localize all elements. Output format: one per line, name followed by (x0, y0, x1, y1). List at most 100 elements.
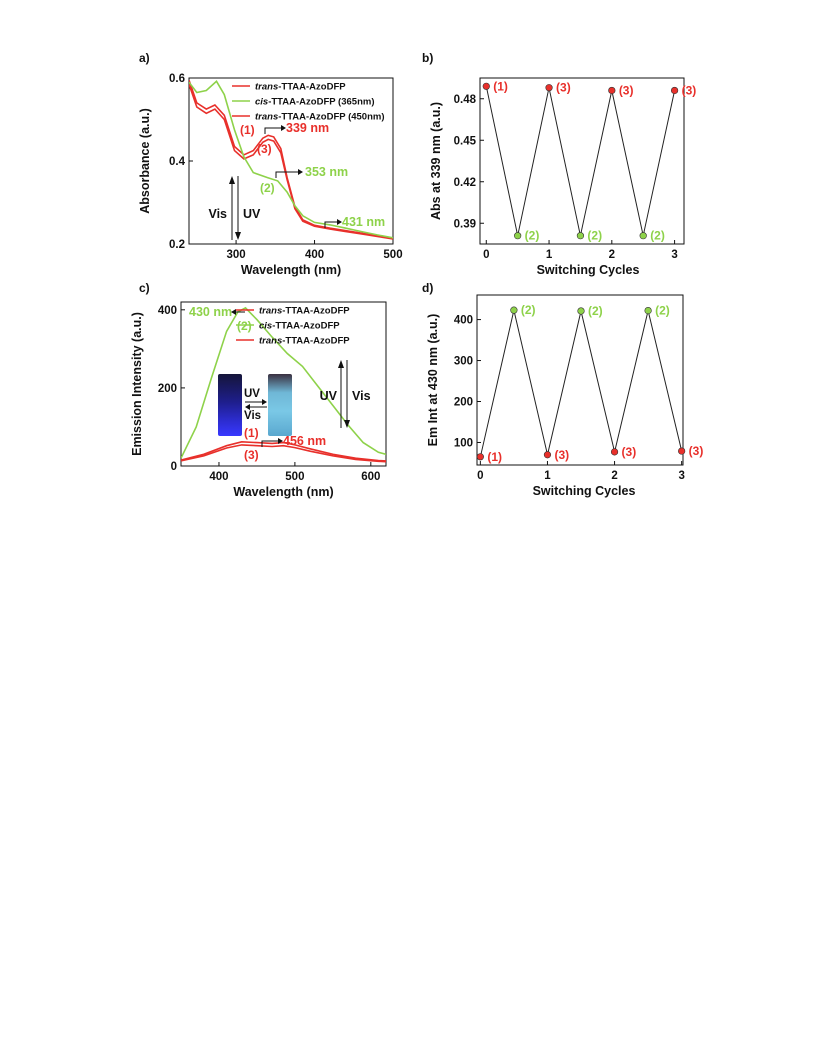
x-axis-label: Switching Cycles (537, 263, 640, 277)
annotation-label: 353 nm (305, 165, 348, 179)
point-label: (3) (622, 445, 637, 459)
y-tick-label: 300 (454, 356, 473, 368)
x-tick-label: 500 (383, 249, 402, 261)
annotation-label: (2) (260, 181, 275, 195)
point-label: (2) (588, 304, 603, 318)
vial-photo-trans (218, 374, 242, 436)
annotation-label: 431 nm (342, 215, 385, 229)
panel-c: c) 400 500 600 0 200 400 Wavelength (nm) Emissio… (130, 281, 387, 499)
y-tick-label: 0.6 (169, 73, 185, 85)
data-point (510, 306, 518, 314)
y-axis-label: Em Int at 430 nm (a.u.) (426, 314, 440, 447)
series-line-1 (189, 79, 393, 239)
data-point (639, 232, 647, 240)
annotation-label: 430 nm (189, 305, 232, 319)
annotation-label: UV (244, 388, 260, 400)
y-tick-label: 400 (158, 305, 177, 317)
arrow-head (262, 399, 267, 405)
data-point (610, 448, 619, 456)
series-line-2 (189, 83, 393, 240)
data-point (543, 451, 552, 459)
annotation-label: 339 nm (286, 121, 329, 135)
point-label: (2) (521, 303, 536, 317)
y-tick-label: 0.2 (169, 239, 185, 251)
peak-marker (261, 440, 278, 447)
data-point (678, 447, 686, 455)
series-line-3 (181, 444, 386, 463)
series-line-2 (181, 440, 386, 462)
point-label: (2) (587, 229, 602, 243)
x-tick-label: 3 (678, 470, 684, 482)
arrow-head (231, 309, 236, 315)
vial-photo-cis (268, 374, 292, 436)
x-tick-label: 3 (671, 249, 677, 261)
x-axis-label: Switching Cycles (533, 484, 636, 498)
y-tick-label: 0.4 (169, 156, 186, 168)
panel-b: b) 0 1 2 3 0.39 0.42 0.45 0.48 Switching Cycles Ab… (422, 51, 696, 277)
x-tick-label: 0 (483, 249, 489, 261)
y-tick-label: 0.42 (454, 177, 476, 189)
peak-marker (264, 127, 281, 134)
y-tick-label: 400 (454, 315, 473, 327)
peak-marker (275, 171, 298, 178)
x-tick-label: 600 (361, 471, 380, 483)
arrow-head (281, 125, 286, 131)
data-point (576, 232, 585, 240)
x-tick-label: 2 (609, 249, 615, 261)
data-point (577, 307, 585, 315)
arrow-head (235, 232, 241, 240)
point-label: (3) (682, 83, 697, 97)
y-tick-label: 0 (171, 461, 177, 473)
x-tick-label: 300 (226, 249, 245, 261)
y-tick-label: 0.48 (454, 94, 477, 106)
point-label: (3) (556, 81, 571, 95)
y-tick-label: 200 (454, 397, 473, 409)
cycle-line (479, 310, 683, 457)
annotation-label: UV (243, 207, 261, 221)
y-tick-label: 0.45 (454, 135, 477, 147)
point-label: (2) (650, 229, 665, 243)
arrow-head (298, 169, 303, 175)
annotation-label: (1) (244, 426, 259, 440)
peak-marker (324, 221, 337, 228)
panel-a: a) 300 400 500 0.2 0.4 0.6 Wavelength (nm) Absor… (138, 51, 403, 277)
annotation-label: Vis (244, 410, 261, 422)
panel-label: b) (422, 51, 433, 65)
x-tick-label: 1 (546, 249, 553, 261)
y-axis-label: Absorbance (a.u.) (138, 108, 152, 214)
y-tick-label: 200 (158, 383, 177, 395)
panel-label: d) (422, 281, 433, 295)
plot-frame (180, 301, 387, 467)
annotation-label: Vis (352, 389, 371, 403)
legend-entry: cis-TTAA-AzoDFP (365nm) (255, 97, 374, 108)
panel-d: d) 0 1 2 3 100 200 300 400 Switching Cycles Em Int… (422, 281, 703, 498)
arrow-head (338, 360, 344, 368)
point-label: (3) (619, 83, 634, 97)
y-tick-label: 0.39 (454, 218, 476, 230)
legend-entry: trans-TTAA-AzoDFP (259, 306, 350, 317)
annotation-label: UV (320, 389, 338, 403)
legend-entry: trans-TTAA-AzoDFP (450nm) (255, 112, 385, 123)
point-label: (2) (525, 229, 540, 243)
arrow-head (245, 404, 250, 410)
x-tick-label: 400 (305, 249, 324, 261)
point-label: (3) (554, 448, 569, 462)
arrow-head (344, 420, 350, 428)
x-tick-label: 400 (209, 471, 228, 483)
annotation-label: (3) (257, 142, 272, 156)
data-point (514, 232, 522, 240)
plot-frame (479, 77, 685, 245)
annotation-label: (3) (244, 448, 259, 462)
data-point (545, 84, 553, 92)
point-label: (1) (493, 79, 508, 93)
x-tick-label: 2 (611, 470, 617, 482)
point-label: (3) (689, 444, 704, 458)
legend-entry: trans-TTAA-AzoDFP (259, 336, 350, 347)
x-tick-label: 500 (285, 471, 304, 483)
annotation-label: (1) (240, 123, 255, 137)
plot-frame (476, 294, 684, 466)
legend-entry: cis-TTAA-AzoDFP (259, 321, 340, 332)
annotation-label: 456 nm (283, 434, 326, 448)
panel-label: c) (139, 281, 150, 295)
